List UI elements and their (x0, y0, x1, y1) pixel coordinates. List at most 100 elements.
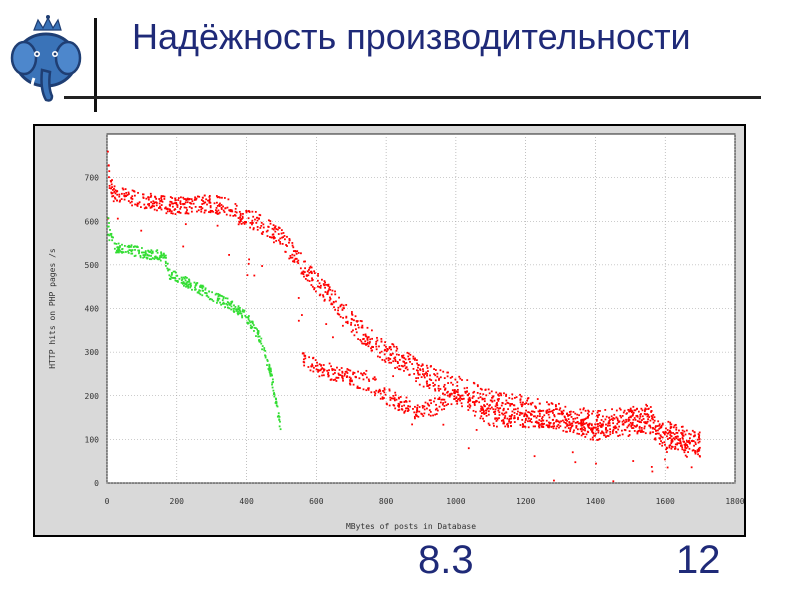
data-point (549, 422, 552, 424)
data-point (306, 270, 309, 273)
data-point (113, 242, 116, 245)
data-point (598, 438, 601, 440)
data-point (530, 403, 533, 406)
data-point (480, 408, 483, 410)
data-point (647, 414, 650, 416)
data-point (321, 278, 323, 281)
data-point (291, 244, 294, 247)
data-point (619, 408, 622, 411)
data-point (611, 432, 614, 434)
data-point (140, 229, 143, 232)
data-point (275, 228, 278, 230)
data-point (361, 374, 364, 377)
data-point (259, 227, 262, 229)
data-point (507, 408, 509, 411)
data-point (629, 421, 632, 424)
data-point (595, 419, 598, 422)
data-point (237, 307, 240, 310)
data-point (626, 426, 629, 429)
data-point (172, 270, 175, 273)
data-point (434, 379, 437, 382)
data-point (208, 196, 211, 198)
data-point (436, 372, 439, 375)
data-point (280, 229, 283, 232)
data-point (527, 411, 530, 413)
data-point (118, 193, 121, 196)
data-point (415, 380, 417, 383)
data-point (108, 170, 111, 173)
y-tick-label: 500 (85, 261, 100, 270)
data-point (521, 423, 524, 425)
data-point (415, 411, 418, 414)
data-point (117, 248, 119, 251)
data-point (629, 407, 632, 410)
data-point (349, 379, 351, 381)
data-point (151, 251, 154, 254)
data-point (306, 279, 309, 282)
data-point (131, 189, 134, 192)
data-point (148, 254, 151, 257)
data-point (123, 198, 126, 201)
data-point (184, 198, 187, 200)
data-point (572, 411, 575, 413)
data-point (121, 251, 124, 253)
data-point (323, 284, 326, 287)
data-point (174, 202, 176, 205)
data-point (614, 427, 616, 430)
data-point (631, 422, 634, 425)
data-point (163, 256, 166, 259)
data-point (113, 187, 115, 190)
data-point (367, 378, 370, 381)
data-point (409, 360, 411, 363)
data-point (345, 316, 348, 319)
data-point (352, 383, 355, 386)
data-point (349, 383, 352, 386)
data-point (405, 366, 408, 369)
data-point (272, 228, 275, 231)
data-point (337, 376, 340, 379)
data-point (273, 395, 276, 398)
data-point (558, 421, 561, 424)
data-point (646, 420, 649, 423)
data-point (360, 320, 363, 323)
data-point (341, 377, 344, 380)
data-point (216, 297, 219, 300)
data-point (246, 274, 249, 277)
data-point (337, 306, 340, 309)
data-point (288, 241, 290, 244)
data-point (403, 360, 405, 363)
data-point (315, 368, 318, 371)
data-point (632, 460, 635, 462)
data-point (137, 249, 140, 252)
data-point (484, 389, 487, 391)
data-point (362, 388, 365, 391)
data-point (382, 390, 384, 392)
data-point (388, 347, 391, 350)
data-point (271, 374, 273, 377)
data-point (235, 204, 238, 207)
y-tick-label: 400 (85, 305, 100, 314)
data-point (328, 286, 331, 289)
data-point (110, 235, 113, 238)
data-point (318, 375, 321, 378)
data-point (400, 401, 403, 404)
data-point (230, 308, 233, 311)
data-point (521, 405, 523, 408)
data-point (292, 250, 295, 252)
data-point (304, 260, 306, 263)
elephant-icon (10, 32, 82, 102)
data-point (292, 260, 294, 263)
data-point (502, 413, 505, 416)
data-point (209, 206, 212, 209)
data-point (326, 291, 329, 294)
data-point (443, 408, 446, 410)
data-point (665, 427, 667, 430)
data-point (530, 413, 533, 416)
data-point (414, 417, 416, 420)
data-point (185, 211, 188, 213)
data-point (333, 306, 335, 309)
data-point (355, 328, 357, 331)
data-point (184, 279, 187, 282)
data-point (233, 307, 236, 310)
data-point (392, 395, 395, 397)
